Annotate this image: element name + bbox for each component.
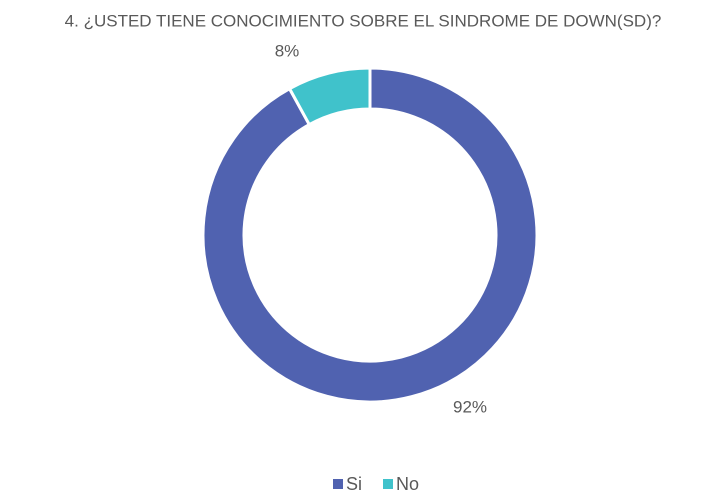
legend-label: Si [346,474,362,494]
data-label: 8% [275,41,300,60]
legend-swatch [383,479,393,489]
data-label: 92% [453,397,487,416]
legend-label: No [396,474,419,494]
donut-slice [287,66,372,127]
chart-title: 4. ¿USTED TIENE CONOCIMIENTO SOBRE EL SI… [65,11,662,30]
legend-swatch [333,479,343,489]
donut-slice [201,66,539,404]
